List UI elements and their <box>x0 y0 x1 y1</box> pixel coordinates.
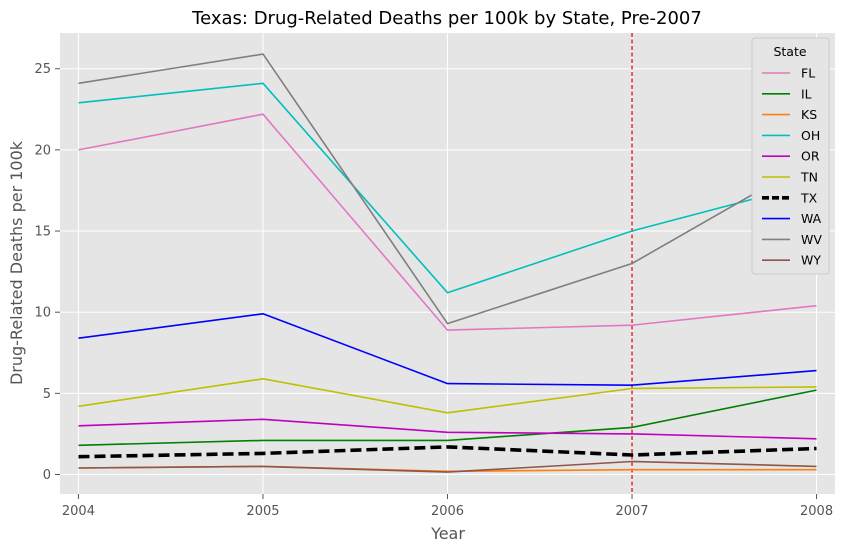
y-axis-label: Drug-Related Deaths per 100k <box>7 140 26 385</box>
series-line-wy <box>78 460 817 473</box>
legend-label-tn: TN <box>800 170 818 185</box>
legend-box <box>751 37 830 275</box>
legend-label-wy: WY <box>801 253 821 268</box>
legend-label-il: IL <box>801 86 812 101</box>
y-tick-label: 20 <box>34 143 51 158</box>
y-tick-label: 10 <box>34 306 51 321</box>
x-tick-label: 2005 <box>246 504 279 519</box>
y-tick-label: 0 <box>43 468 51 483</box>
series-line-il <box>78 389 817 447</box>
y-tick-label: 25 <box>34 62 51 77</box>
series-line-oh <box>78 82 817 294</box>
chart-title: Texas: Drug-Related Deaths per 100k by S… <box>191 8 702 29</box>
y-tick-label: 15 <box>34 225 51 240</box>
series-line-wv <box>78 53 817 325</box>
legend: State FL IL KS OH OR TN TX WA WV WY <box>751 37 830 275</box>
series-line-wa <box>78 312 817 387</box>
legend-label-fl: FL <box>801 66 815 81</box>
x-tick-label: 2008 <box>800 504 833 519</box>
x-tick-label: 2006 <box>431 504 464 519</box>
legend-label-tx: TX <box>800 190 818 205</box>
y-tick-label: 5 <box>43 387 51 402</box>
series-line-fl <box>78 113 817 331</box>
legend-label-or: OR <box>801 149 820 164</box>
legend-label-wa: WA <box>801 211 822 226</box>
x-tick-label: 2007 <box>615 504 648 519</box>
x-axis: 2004 2005 2006 2007 2008 <box>62 494 833 519</box>
legend-label-wv: WV <box>801 232 822 247</box>
legend-label-oh: OH <box>801 128 820 143</box>
series-line-or <box>78 418 817 440</box>
series-line-tn <box>78 377 817 414</box>
legend-label-ks: KS <box>801 107 817 122</box>
legend-title: State <box>773 44 806 59</box>
x-axis-label: Year <box>430 524 465 543</box>
series-line-tx <box>78 445 817 459</box>
series-lines <box>78 53 817 473</box>
x-tick-label: 2004 <box>62 504 95 519</box>
y-axis: 0 5 10 15 20 25 <box>34 62 60 483</box>
